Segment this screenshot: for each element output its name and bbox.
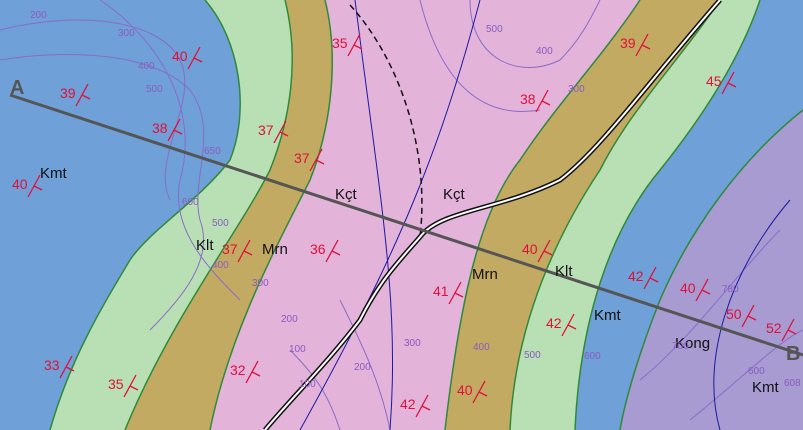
contour-label: 600 <box>182 197 199 208</box>
contour-label: 400 <box>212 260 229 271</box>
dip-label: 40 <box>12 176 28 192</box>
dip-tick <box>129 385 139 391</box>
dip-tick <box>251 371 261 377</box>
dip-tick <box>353 44 363 50</box>
formation-label: Klt <box>555 263 573 280</box>
contour-label: 400 <box>536 46 553 57</box>
dip-label: 38 <box>520 91 536 107</box>
fold-axis <box>713 199 791 430</box>
dip-tick <box>65 366 75 372</box>
contour-label: 600 <box>748 366 765 377</box>
formation-label: Kçt <box>443 186 466 203</box>
contour-label: 200 <box>30 10 47 21</box>
dip-tick <box>243 250 253 256</box>
section-line <box>9 93 803 357</box>
dip-tick <box>747 315 757 321</box>
dip-tick <box>173 129 183 135</box>
contour-label: 300 <box>568 84 585 95</box>
dip-label: 40 <box>457 382 473 398</box>
contacts <box>49 0 803 430</box>
contour-label: 300 <box>404 338 421 349</box>
dip-label: 41 <box>433 283 449 299</box>
dip-tick <box>454 292 464 298</box>
dip-tick <box>33 185 43 191</box>
formation-label: Mrn <box>472 266 498 283</box>
labels: A B Kmt Klt Mrn Kçt Kçt Mrn Klt Kmt Kong Kmt 35 39 40 4… <box>10 10 801 418</box>
dip-tick <box>649 277 659 283</box>
dip-tick <box>567 324 577 330</box>
formation-label: Kong <box>675 335 710 352</box>
contour-label: 780 <box>722 284 739 295</box>
contour-label: 600 <box>584 351 601 362</box>
dip-label: 40 <box>172 48 188 64</box>
dip-tick <box>421 405 431 411</box>
dip-tick <box>727 82 737 88</box>
dip-tick <box>641 44 651 50</box>
dip-tick <box>193 57 203 63</box>
contour-label: 500 <box>212 218 229 229</box>
contour-label: 400 <box>138 61 155 72</box>
dip-label: 40 <box>522 241 538 257</box>
dip-label: 32 <box>230 362 246 378</box>
dip-label: 35 <box>108 376 124 392</box>
dip-label: 42 <box>628 268 644 284</box>
contour-label: 650 <box>204 146 221 157</box>
dip-tick <box>787 329 797 335</box>
dip-tick <box>541 100 551 106</box>
formation-label: Kmt <box>752 379 780 396</box>
zone-kong <box>620 110 803 430</box>
dip-label: 50 <box>726 306 742 322</box>
dip-label: 33 <box>44 357 60 373</box>
dip-tick <box>543 250 553 256</box>
dip-tick <box>478 391 488 397</box>
contour-label: 500 <box>146 84 163 95</box>
dip-label: 40 <box>680 280 696 296</box>
formation-label: Kçt <box>335 186 358 203</box>
dip-label: 39 <box>620 35 636 51</box>
dip-label: 35 <box>332 35 348 51</box>
dip-label: 42 <box>400 396 416 412</box>
dip-label: 39 <box>60 85 76 101</box>
dip-label: 36 <box>310 241 326 257</box>
contour-label: 200 <box>354 362 371 373</box>
dip-label: 37 <box>258 122 274 138</box>
fold-axis <box>299 0 481 430</box>
dip-tick <box>279 131 289 137</box>
contour-label: 500 <box>524 350 541 361</box>
formation-label: Kmt <box>594 307 622 324</box>
contour-label: 500 <box>486 24 503 35</box>
river <box>263 0 722 430</box>
dip-label: 52 <box>766 320 782 336</box>
contour-label: 400 <box>473 342 490 353</box>
dip-tick <box>81 94 91 100</box>
formation-label: Kmt <box>40 165 68 182</box>
dip-tick <box>315 159 325 165</box>
contour-label: 700 <box>672 341 689 352</box>
fold-axis <box>354 0 394 430</box>
dip-tick <box>701 289 711 295</box>
contour-label: 300 <box>118 28 135 39</box>
contour-label: 300 <box>252 278 269 289</box>
formation-label: Mrn <box>262 241 288 258</box>
contour-label: 100 <box>289 344 306 355</box>
dip-label: 37 <box>294 150 310 166</box>
dip-label: 37 <box>222 241 238 257</box>
dip-label: 38 <box>152 120 168 136</box>
contour-label: 608 <box>784 378 801 389</box>
section-end-label: A <box>10 77 24 99</box>
contour-label: 200 <box>281 314 298 325</box>
contour-label: 100 <box>299 379 316 390</box>
formation-label: Klt <box>196 237 214 254</box>
dip-label: 45 <box>706 73 722 89</box>
section-end-label: B <box>786 343 800 365</box>
dip-label: 42 <box>546 315 562 331</box>
dip-tick <box>331 250 341 256</box>
inferred-fault <box>349 4 423 238</box>
